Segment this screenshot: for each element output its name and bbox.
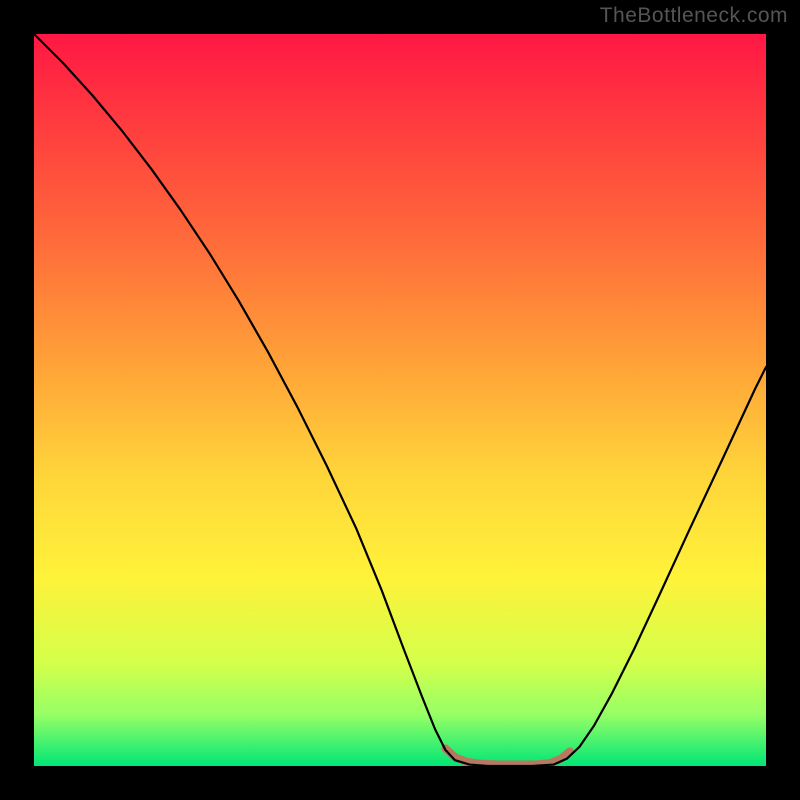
bottleneck-curve [34,34,766,766]
chart-plot-area [34,34,766,766]
watermark-text: TheBottleneck.com [600,4,788,28]
bottleneck-curve-line [34,34,766,766]
